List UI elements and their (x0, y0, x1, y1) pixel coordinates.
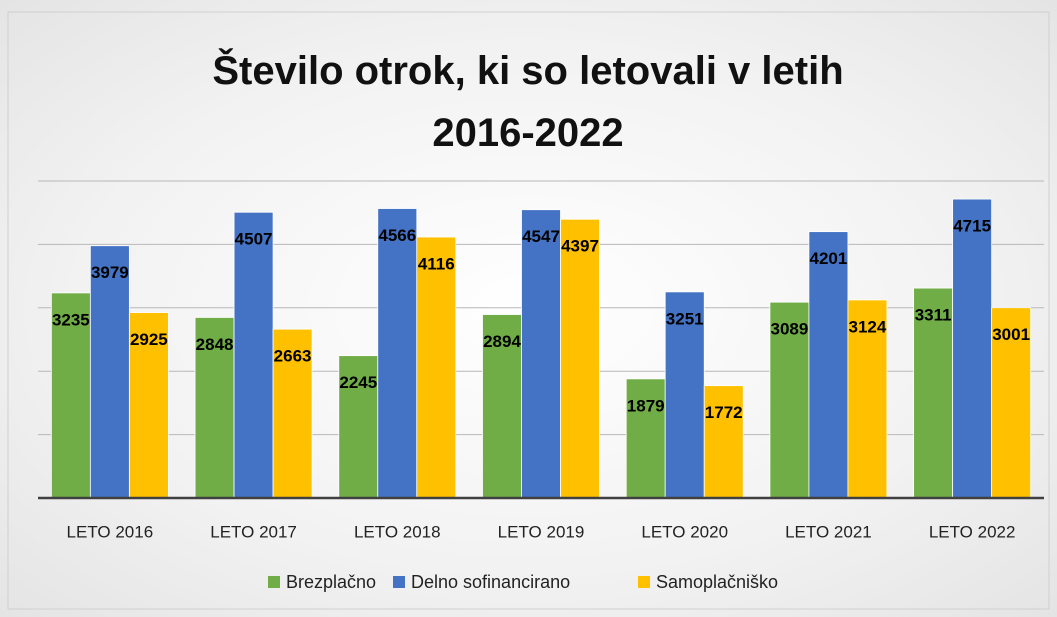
data-label: 2245 (339, 373, 377, 392)
bar (847, 299, 888, 499)
legend-label: Brezplačno (286, 572, 376, 592)
bar (769, 301, 810, 499)
x-tick-label: LETO 2019 (498, 522, 585, 541)
bar (377, 208, 418, 499)
bar (560, 218, 600, 499)
data-label: 3311 (915, 306, 952, 325)
data-label: 3979 (91, 263, 129, 282)
data-label: 3124 (849, 317, 887, 336)
data-label: 2925 (130, 330, 168, 349)
data-label: 3235 (52, 310, 90, 329)
legend-label: Samoplačniško (656, 572, 778, 592)
bar (952, 198, 993, 499)
data-label: 1772 (705, 403, 743, 422)
data-label: 2894 (483, 332, 521, 351)
x-tick-label: LETO 2020 (641, 522, 728, 541)
bar (521, 209, 561, 499)
legend-label: Delno sofinancirano (411, 572, 570, 592)
legend-swatch (393, 576, 405, 588)
x-tick-label: LETO 2017 (210, 522, 297, 541)
data-label: 4201 (810, 249, 848, 268)
bar (416, 236, 457, 499)
legend-swatch (268, 576, 280, 588)
data-label: 3001 (992, 325, 1030, 344)
frame (7, 11, 1050, 610)
data-label: 4566 (378, 226, 416, 245)
x-tick-label: LETO 2022 (929, 522, 1016, 541)
bar (128, 312, 169, 499)
bar (338, 355, 379, 499)
bar (272, 328, 313, 499)
bar (482, 314, 522, 499)
data-label: 4715 (953, 217, 991, 236)
bar (233, 211, 274, 499)
bar (89, 245, 130, 499)
legend-swatch (638, 576, 650, 588)
data-label: 1879 (627, 396, 665, 415)
bar (991, 307, 1032, 499)
bar (625, 378, 666, 499)
bar (808, 231, 849, 499)
x-tick-label: LETO 2016 (67, 522, 154, 541)
data-label: 4547 (522, 227, 560, 246)
data-label: 4397 (561, 237, 599, 256)
bar (50, 292, 91, 499)
data-label: 3089 (771, 320, 809, 339)
bar (703, 385, 744, 499)
data-label: 2848 (196, 335, 234, 354)
data-label: 4507 (235, 230, 273, 249)
x-tick-label: LETO 2018 (354, 522, 441, 541)
data-label: 3251 (666, 309, 704, 328)
data-label: 4116 (418, 255, 455, 274)
chart-title: Število otrok, ki so letovali v letih 20… (212, 49, 844, 155)
data-label: 2663 (274, 347, 312, 366)
x-tick-label: LETO 2021 (785, 522, 872, 541)
